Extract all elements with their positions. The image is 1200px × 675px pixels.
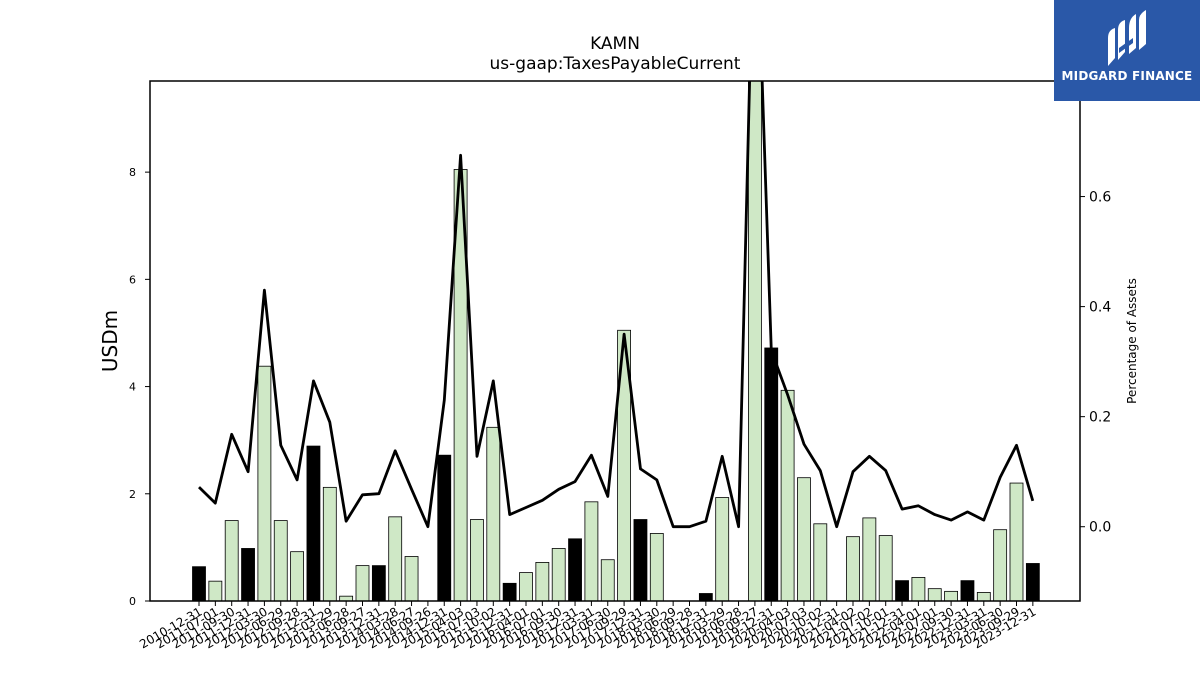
bar-2017-12-31 [633,519,648,601]
bar-2013-03-29 [322,486,337,601]
bar-2021-04-02 [846,536,860,601]
bar-2013-09-27 [355,565,370,601]
bar-2012-09-28 [290,551,305,601]
bar-2019-12-31 [764,347,779,601]
bar-2012-03-30 [257,365,272,601]
bar-2022-04-01 [911,577,926,601]
bar-2023-09-29 [1009,482,1024,601]
y-tick-label: 6 [129,273,136,286]
bar-2016-07-01 [535,562,550,601]
bar-2013-12-31 [371,565,386,601]
y-right-tick-label: 0.6 [1089,190,1111,206]
bar-2016-12-31 [568,538,582,601]
bar-2016-09-30 [551,548,566,601]
bar-2023-06-30 [993,529,1008,601]
bar-2011-12-31 [241,548,255,601]
bar-2014-03-28 [388,516,403,601]
bar-2011-09-30 [224,520,239,601]
bar-2014-06-27 [404,556,419,601]
bar-2017-03-31 [584,501,599,601]
y-right-tick-label: 0.4 [1089,300,1111,316]
bar-2015-12-31 [502,582,517,601]
bar-2019-03-29 [715,497,730,601]
bar-2022-07-01 [927,588,942,601]
bar-2017-06-30 [600,559,615,601]
plot-frame [149,80,1081,602]
bar-2021-07-02 [862,517,877,601]
chart-subtitle: us-gaap:TaxesPayableCurrent [490,54,741,74]
y-tick-label: 0 [129,595,136,608]
bar-2015-07-03 [470,519,484,601]
bar-2014-12-31 [437,454,452,601]
brand-logo: MIDGARD FINANCE [1054,0,1200,101]
bar-2018-12-31 [698,593,713,601]
bar-2022-12-31 [960,580,975,601]
bar-2022-09-30 [944,590,958,601]
bar-2017-09-29 [617,329,631,601]
bar-2018-03-30 [649,533,664,601]
bar-2021-12-31 [895,580,909,601]
pct-assets-line [198,81,1035,529]
brand-logo-text: MIDGARD FINANCE [1061,69,1193,83]
bar-2010-12-31 [192,566,206,601]
bar-2019-09-27 [748,81,762,601]
bar-2021-10-01 [878,535,893,601]
bar-2020-10-02 [813,523,828,601]
brand-mark-icon [1108,10,1146,66]
bar-2020-07-03 [797,477,811,601]
chart-title: KAMN [590,34,640,54]
bar-2011-07-01 [208,580,223,601]
bar-2012-12-31 [306,445,321,601]
y-tick-label: 2 [129,488,136,501]
bar-2015-10-02 [486,426,501,601]
y-tick-label: 4 [129,381,136,394]
y-right-tick-label: 0.0 [1089,520,1111,536]
y-right-tick-label: 0.2 [1089,410,1111,426]
bar-2020-04-03 [780,389,795,601]
bar-2012-06-29 [273,520,288,601]
bar-2023-03-31 [976,592,991,601]
y-axis-right-label: Percentage of Assets [1125,278,1139,404]
bar-2023-12-31 [1025,563,1040,601]
y-axis-label: USDm [98,310,122,372]
y-tick-label: 8 [129,166,136,179]
bar-2016-04-01 [519,572,533,601]
